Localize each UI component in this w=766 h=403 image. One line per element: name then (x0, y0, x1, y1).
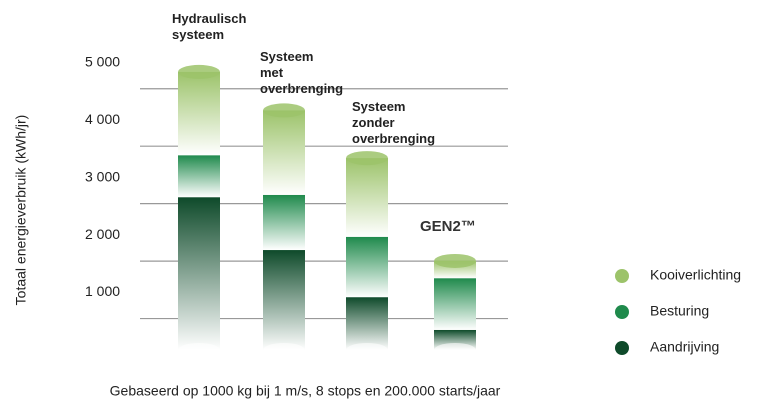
bar-annotation: GEN2™ (420, 218, 476, 235)
bar-base (178, 343, 220, 357)
y-tick-label: 3 000 (85, 168, 120, 184)
bar-segment (346, 297, 388, 350)
legend-marker (615, 269, 629, 283)
bar-annotation: Hydraulisch systeem (172, 11, 246, 42)
bar-base (434, 343, 476, 357)
bar-segment (263, 194, 305, 251)
bar-segment (178, 71, 220, 156)
y-tick-label: 5 000 (85, 53, 120, 69)
legend-label: Besturing (650, 303, 709, 319)
legend-label: Kooiverlichting (650, 267, 741, 283)
y-axis-title: Totaal energieverbruik (kWh/jr) (13, 115, 29, 306)
bar-annotation: Systeem met overbrenging (260, 49, 343, 96)
bar-cap (346, 151, 388, 166)
bar-segment (178, 155, 220, 198)
legend-marker (615, 341, 629, 355)
bar-annotation: Systeem zonder overbrenging (352, 99, 435, 146)
bar-segment (263, 250, 305, 350)
bar-segment (346, 236, 388, 298)
bar-segment (434, 278, 476, 330)
caption: Gebaseerd op 1000 kg bij 1 m/s, 8 stops … (110, 383, 501, 399)
legend-marker (615, 305, 629, 319)
bar-cap (434, 253, 476, 268)
legend-label: Aandrijving (650, 339, 719, 355)
bar-segment (346, 158, 388, 237)
bar-base (263, 343, 305, 357)
bar-cap (263, 103, 305, 118)
bar-segment (263, 110, 305, 195)
y-tick-label: 1 000 (85, 283, 120, 299)
bar-base (346, 343, 388, 357)
bar-cap (178, 64, 220, 79)
y-tick-label: 4 000 (85, 111, 120, 127)
bar-segment (178, 197, 220, 350)
y-tick-label: 2 000 (85, 226, 120, 242)
